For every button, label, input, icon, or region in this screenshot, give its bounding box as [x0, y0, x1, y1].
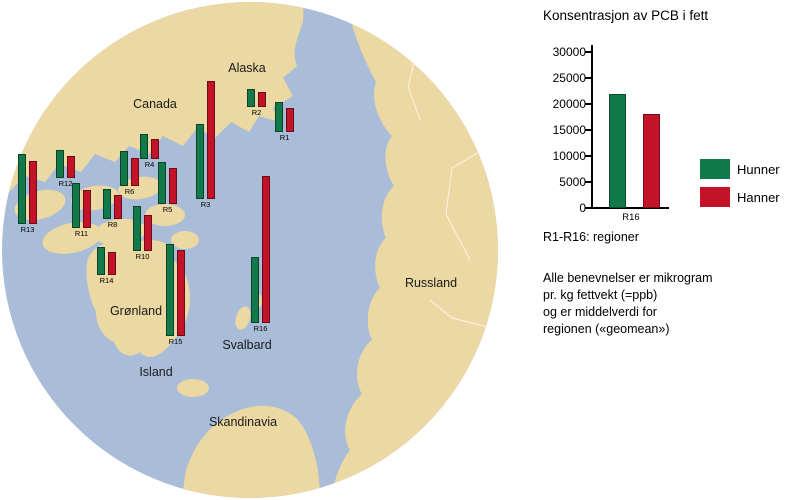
land-scandinavia — [180, 405, 322, 498]
y-axis-tick-label: 10000 — [552, 149, 586, 163]
y-axis-tick-label: 5000 — [559, 175, 586, 189]
y-axis-line — [591, 45, 593, 209]
land-arctic-island — [94, 218, 146, 246]
land-arctic-island — [171, 231, 199, 249]
regions-note: R1-R16: regioner — [543, 230, 639, 244]
example-bar-chart — [591, 46, 671, 208]
footnote-line: og er middelverdi for — [543, 305, 657, 319]
legend-label-hanner: Hanner — [737, 190, 780, 205]
y-axis-tick-mark — [585, 155, 591, 157]
legend-swatch-hunner — [700, 159, 730, 179]
arctic-map — [2, 2, 498, 498]
y-axis-tick-mark — [585, 181, 591, 183]
y-axis-tick-mark — [585, 51, 591, 53]
example-bar-hanner — [643, 114, 660, 208]
panel-title: Konsentrasjon av PCB i fett — [543, 8, 709, 23]
y-axis-tick-label: 25000 — [552, 71, 586, 85]
y-axis-tick-mark — [585, 129, 591, 131]
land-arctic-island — [118, 176, 162, 200]
y-axis-tick-label: 15000 — [552, 123, 586, 137]
border-line — [429, 299, 498, 331]
y-axis-tick-label: 30000 — [552, 45, 586, 59]
example-bar-hunner — [609, 94, 626, 208]
land-arctic-island — [145, 204, 185, 226]
legend-label-hunner: Hunner — [737, 162, 780, 177]
land-svalbard — [235, 306, 251, 330]
y-axis-tick-label: 20000 — [552, 97, 586, 111]
legend-swatch-hanner — [700, 187, 730, 207]
land-arctic-island — [42, 222, 102, 254]
x-axis-line — [591, 207, 669, 209]
land-arctic-island — [14, 189, 66, 221]
land-iceland — [177, 379, 209, 397]
y-axis-tick-mark — [585, 207, 591, 209]
footnote-line: regionen («geomean») — [543, 322, 670, 336]
border-line — [445, 139, 498, 261]
footnote-line: pr. kg fettvekt (=ppb) — [543, 288, 658, 302]
example-chart-category-label: R16 — [622, 212, 640, 223]
y-axis-tick-mark — [585, 77, 591, 79]
y-axis-tick-mark — [585, 103, 591, 105]
footnote: Alle benevnelser er mikrogram pr. kg fet… — [543, 270, 713, 338]
y-axis-tick-label: 0 — [579, 201, 586, 215]
footnote-line: Alle benevnelser er mikrogram — [543, 271, 713, 285]
